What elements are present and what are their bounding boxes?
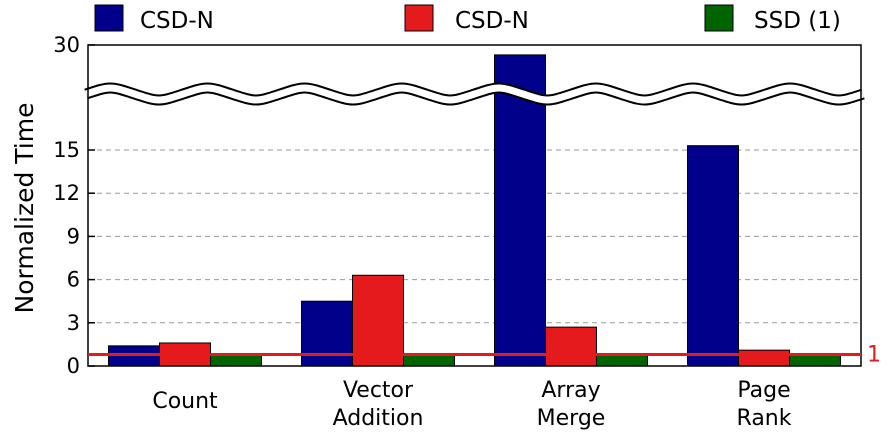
y-tick-label: 12 [53,181,80,205]
category-label-line: Rank [737,406,792,431]
bar [738,349,790,367]
legend-swatch [94,4,124,32]
bar [494,54,546,367]
legend-label: CSD-N [455,8,529,34]
bars [108,54,841,367]
category-label-line: Array [541,378,600,403]
bar [789,353,841,367]
y-tick-label: 15 [53,138,80,162]
bar [596,353,648,367]
category-label-line: Merge [537,406,606,431]
bar [545,326,597,367]
reference-line-label: 1 [867,342,881,367]
category-label-line: Count [152,389,218,414]
y-tick-label: 6 [67,268,80,292]
y-tick-label: 9 [67,224,80,248]
bar [301,300,353,367]
y-tick-label: 30 [53,33,80,57]
category-label: Vector Addition [333,378,424,431]
bar [403,353,455,367]
bar [687,145,739,367]
legend-swatch [704,4,734,32]
bar [210,353,262,367]
reference-line-group: 1 [88,342,881,367]
y-tick-label: 3 [67,311,80,335]
legend-label: SSD (1) [754,8,841,34]
category-label-line: Vector [343,378,414,403]
category-label: Page Rank [737,378,792,431]
category-label: Array Merge [537,378,606,431]
legend-label: CSD-N [140,8,214,34]
y-axis-label: Normalized Time [10,103,39,314]
legend-swatch [404,4,434,32]
category-label-line: Page [737,378,790,403]
legend: CSD-N CSD-N SSD (1) [94,4,841,34]
y-tick-labels: 0 3 6 9 12 15 30 [53,33,95,378]
category-label: Count [152,389,218,414]
grid-lines [88,149,861,324]
category-label-line: Addition [333,406,424,431]
axis-break [84,82,865,106]
y-tick-label: 0 [67,354,80,378]
plot-frame [87,44,862,367]
category-labels: Count Vector Addition Array Merge Page Rank [152,378,791,431]
axis-break-band [84,84,865,104]
bar [352,274,404,367]
